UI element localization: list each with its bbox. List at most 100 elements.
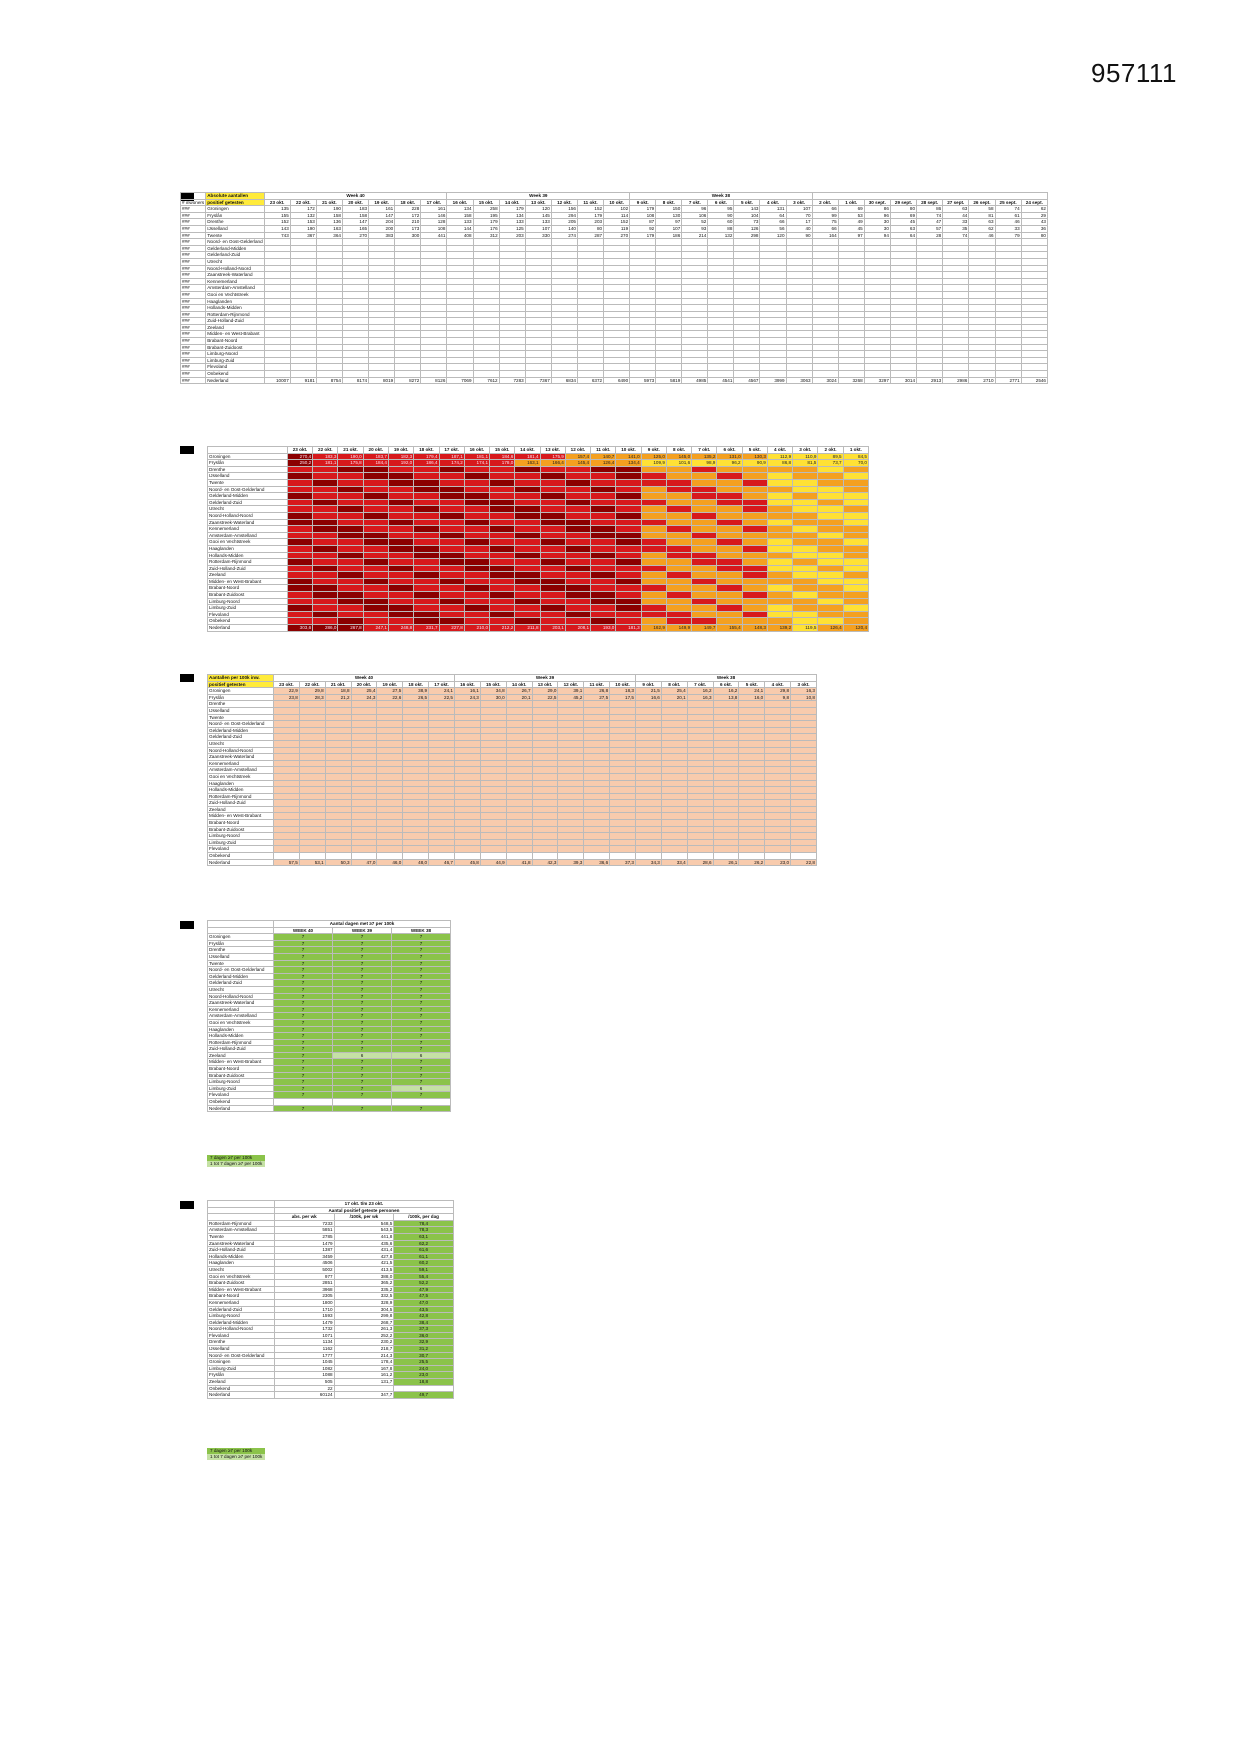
days-count: 7: [332, 1058, 392, 1067]
table-cell: [660, 766, 688, 774]
table-cell: [792, 597, 819, 606]
date-header: 9 okt.: [635, 680, 662, 689]
table-cell: [489, 492, 516, 500]
table-cell: [341, 271, 370, 279]
table-cell: [863, 297, 891, 306]
table-cell: [691, 465, 718, 474]
table-cell: [790, 838, 817, 847]
table-cell: [916, 238, 944, 246]
table-cell: 24,1: [738, 687, 766, 695]
table-cell: [394, 264, 422, 273]
table-cell: [785, 271, 813, 279]
table-cell: [263, 277, 291, 286]
table-cell: [337, 604, 364, 612]
table-cell: [539, 525, 566, 533]
table-cell: [609, 726, 636, 735]
table-cell: [312, 564, 339, 573]
table-cell: [738, 733, 766, 741]
table-cell: [655, 310, 683, 319]
table-cell: [686, 852, 714, 860]
table-cell: [590, 558, 617, 566]
table-cell: [438, 511, 465, 520]
table-row: ### Onbekend: [179, 370, 1049, 378]
table-cell: [1020, 310, 1049, 319]
table-cell: [362, 610, 389, 619]
table-cell: [413, 610, 440, 619]
table-cell: [811, 310, 839, 319]
table-row: Fryslân 1088 161,2 23,0: [207, 1371, 454, 1380]
table-cell: [615, 498, 642, 507]
table-cell: [811, 317, 839, 325]
table-cell: [916, 244, 944, 253]
table-cell: [286, 472, 314, 480]
table-cell: [811, 330, 839, 339]
table-cell: 3999: [759, 376, 787, 385]
row-marker: ###: [179, 310, 207, 319]
table-row: ### Amsterdam-Amstelland: [179, 284, 1049, 292]
table-cell: [362, 544, 389, 553]
table-cell: [453, 825, 481, 834]
region-label: IJsselland: [207, 706, 274, 715]
region-label: Midden- en West-Brabant: [207, 812, 274, 821]
daily-per-100k: 47,9: [393, 1285, 454, 1294]
table-cell: [716, 498, 743, 507]
days-count: 7: [332, 1025, 392, 1034]
table-cell: [376, 739, 404, 748]
table-cell: [691, 525, 718, 533]
region-label: Nederland: [205, 376, 265, 385]
region-label: Amsterdam-Amstelland: [207, 766, 274, 774]
table-cell: [583, 792, 611, 801]
table-cell: 81,5: [792, 459, 819, 467]
table-cell: [438, 492, 465, 500]
table-cell: [665, 610, 693, 619]
table-cell: [790, 772, 817, 781]
table-cell: [272, 805, 300, 814]
table-cell: [665, 597, 693, 606]
table-cell: [863, 244, 891, 253]
table-cell: [550, 330, 578, 339]
table-cell: 165: [341, 224, 370, 233]
table-cell: [505, 753, 533, 761]
weekly-count: 1088: [273, 1371, 335, 1380]
table-cell: 4567: [733, 376, 761, 385]
table-cell: 30: [863, 218, 891, 226]
region-label: Gelderland-Midden: [207, 492, 288, 500]
table-cell: [179, 192, 207, 200]
table-cell: [350, 786, 378, 794]
table-cell: [790, 812, 817, 821]
table-cell: [842, 485, 870, 494]
region-label: Drenthe: [207, 1338, 275, 1347]
table-cell: 48,0: [402, 858, 430, 867]
weekly-per-100k: 332,5: [333, 1292, 395, 1300]
table-cell: 155,4: [716, 624, 743, 632]
table-cell: [764, 706, 792, 715]
table-cell: [489, 478, 516, 487]
weekly-per-100k: [333, 1384, 395, 1393]
table-cell: [655, 370, 683, 378]
table-cell: [681, 244, 709, 253]
table-cell: [324, 825, 352, 834]
table-cell: [341, 356, 370, 365]
table-cell: [1020, 264, 1049, 273]
table-row: Limburg-Zuid: [207, 604, 870, 612]
table-cell: 203: [498, 231, 526, 240]
table-cell: [489, 610, 516, 619]
table-cell: [686, 700, 714, 708]
days-count: 7: [391, 1058, 451, 1067]
date-header: 28 sept.: [916, 198, 944, 207]
table-cell: 22,8: [790, 858, 817, 867]
table-cell: [402, 753, 430, 761]
table-cell: 6490: [603, 376, 631, 385]
table-cell: [438, 604, 465, 612]
table-cell: [420, 356, 448, 365]
table-cell: [463, 511, 491, 520]
table-cell: [272, 825, 300, 834]
table-cell: 128: [420, 218, 448, 226]
daily-per-100k: 30,7: [393, 1351, 454, 1360]
table-cell: 69: [889, 211, 918, 220]
table-row: Noord- en Oost-Gelderland 1777 214,3 30,7: [207, 1351, 454, 1360]
table-cell: [665, 531, 693, 540]
table-row: Zaanstreek-Waterland: [207, 518, 870, 527]
table-cell: [640, 525, 667, 533]
table-cell: [505, 819, 533, 827]
